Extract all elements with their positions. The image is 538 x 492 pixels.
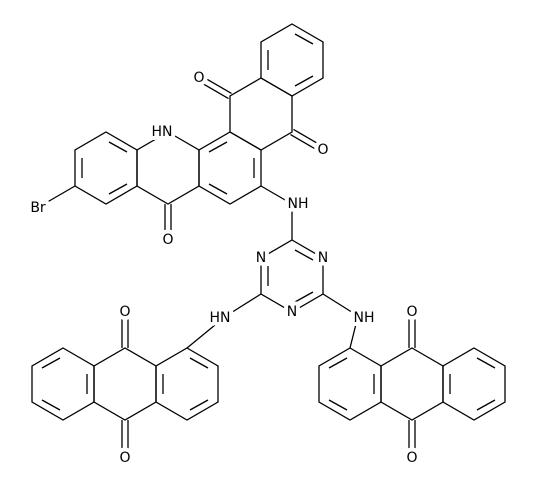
atom-label: NH: [288, 196, 309, 212]
atom-label: Br: [30, 200, 46, 216]
atom-label: N: [318, 250, 328, 266]
atom-label: O: [193, 70, 204, 86]
atom-label: O: [162, 232, 173, 248]
atom-label: HN: [210, 310, 231, 326]
atom-label: N: [256, 250, 266, 266]
atom-label: O: [119, 304, 130, 320]
atom-label: O: [406, 304, 417, 320]
atom-label: O: [119, 450, 130, 466]
atom-label: O: [317, 142, 328, 158]
bonds: [31, 23, 506, 456]
atom-labels: O O HN Br O NH N N N HN NH O O O O: [26, 66, 421, 470]
atom-label: NH: [354, 310, 375, 326]
atom-label: HN: [152, 124, 173, 140]
atom-label: O: [406, 450, 417, 466]
atom-label: N: [287, 304, 297, 320]
